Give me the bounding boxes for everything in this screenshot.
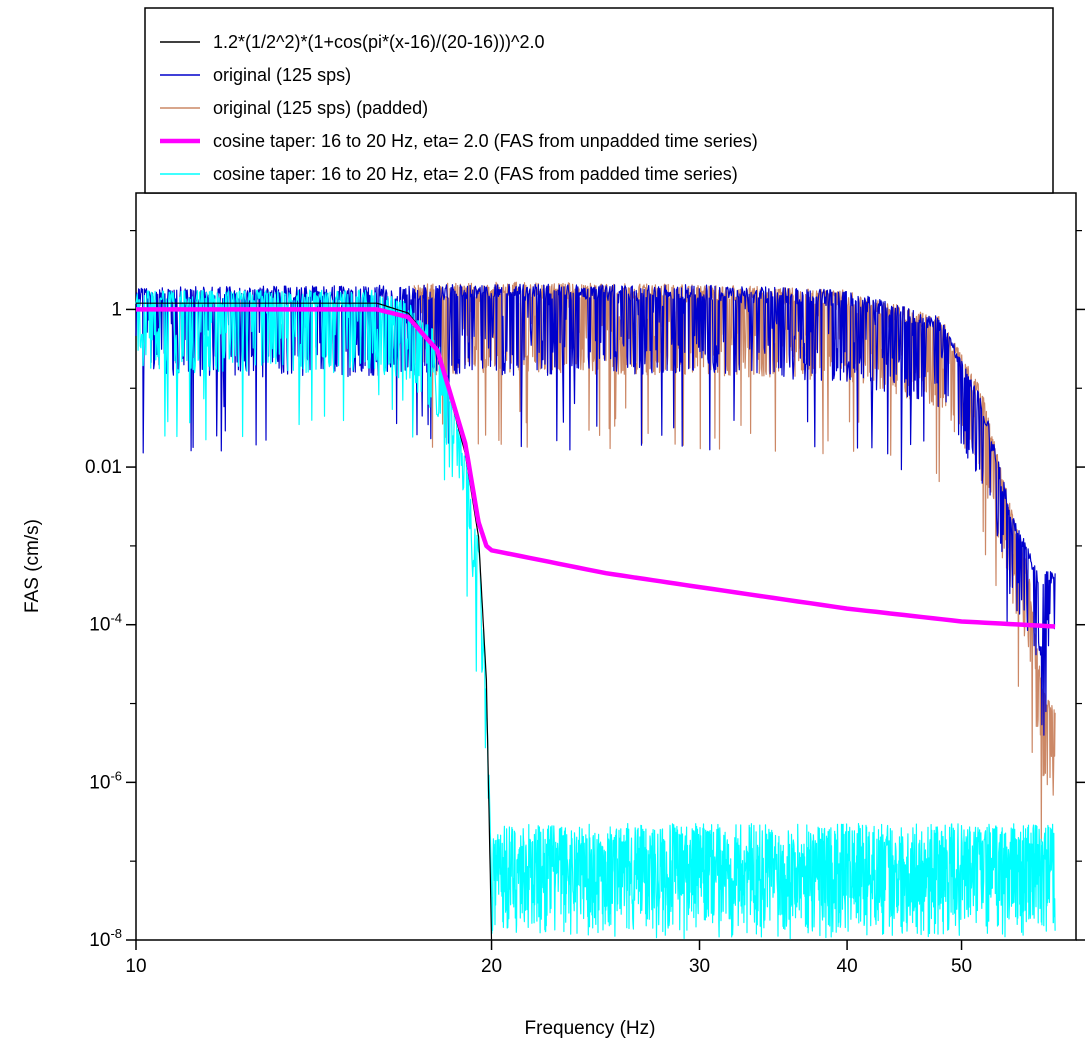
legend-items: 1.2*(1/2^2)*(1+cos(pi*(x-16)/(20-16)))^2… [160, 32, 758, 184]
y-tick-label: 10-6 [89, 768, 122, 793]
x-tick-label: 40 [837, 956, 858, 977]
legend-entry: cosine taper: 16 to 20 Hz, eta= 2.0 (FAS… [213, 164, 738, 184]
x-tick-label: 10 [125, 956, 146, 977]
x-tick-label: 30 [689, 956, 710, 977]
y-tick-label: 0.01 [85, 457, 122, 478]
x-tick-label: 50 [951, 956, 972, 977]
y-tick-label: 10-8 [89, 926, 122, 951]
legend-entry: cosine taper: 16 to 20 Hz, eta= 2.0 (FAS… [213, 131, 758, 151]
series-line-4 [135, 289, 1056, 940]
series-line-3 [136, 307, 1056, 629]
legend-entry: original (125 sps) (padded) [213, 98, 428, 118]
legend-entry: original (125 sps) [213, 65, 351, 85]
y-tick-label: 10-4 [89, 611, 122, 636]
x-axis-title: Frequency (Hz) [525, 1018, 656, 1039]
legend-box [144, 7, 1054, 194]
legend: 1.2*(1/2^2)*(1+cos(pi*(x-16)/(20-16)))^2… [144, 7, 1054, 194]
y-axis-title: FAS (cm/s) [22, 519, 43, 613]
series-layer [135, 281, 1056, 941]
x-tick-label: 20 [481, 956, 502, 977]
y-tick-label: 1 [111, 299, 122, 320]
legend-entry: 1.2*(1/2^2)*(1+cos(pi*(x-16)/(20-16)))^2… [213, 32, 545, 52]
